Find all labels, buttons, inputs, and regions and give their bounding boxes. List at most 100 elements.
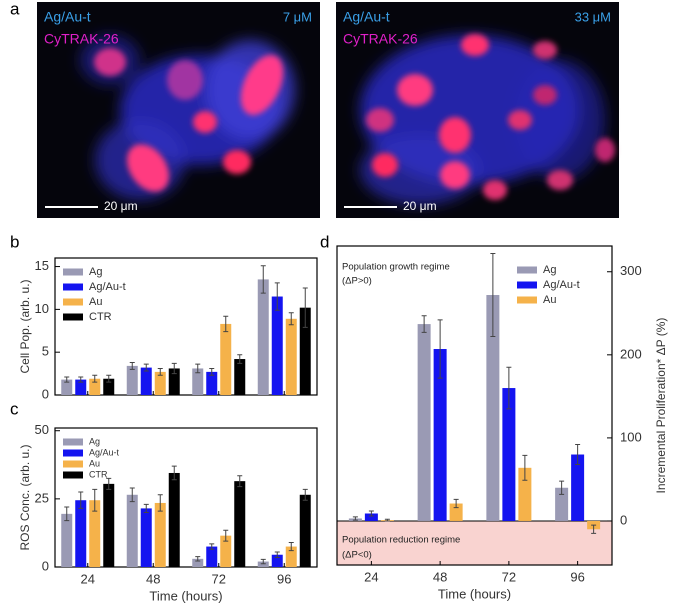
bar bbox=[154, 502, 166, 567]
scale-bar-label: 20 μm bbox=[104, 199, 138, 213]
y-tick-label: 10 bbox=[35, 301, 49, 316]
panel-letter: c bbox=[10, 399, 19, 418]
error-bar bbox=[64, 376, 70, 383]
y-tick-label: 50 bbox=[35, 422, 49, 437]
error-bar bbox=[237, 354, 243, 364]
bar bbox=[192, 368, 204, 395]
error-bar bbox=[129, 361, 135, 370]
legend-label: Ag/Au-t bbox=[89, 447, 120, 457]
error-bar bbox=[92, 374, 98, 383]
error-bar bbox=[352, 516, 358, 521]
legend-swatch bbox=[63, 449, 83, 457]
bar bbox=[126, 494, 138, 567]
plot-frame bbox=[54, 427, 318, 568]
error-bar bbox=[260, 265, 266, 294]
bar bbox=[299, 307, 311, 395]
legend-label: Ag bbox=[543, 264, 556, 276]
bar bbox=[140, 508, 152, 567]
error-bar bbox=[143, 503, 149, 513]
error-bar bbox=[384, 518, 390, 522]
y-axis-title: Incremental Proliferation* ΔP (%) bbox=[654, 318, 668, 494]
bar bbox=[220, 535, 232, 567]
error-bar bbox=[274, 551, 280, 558]
concentration: 33 μM bbox=[575, 9, 611, 24]
error-bar bbox=[195, 556, 201, 562]
x-axis-title: Time (hours) bbox=[438, 586, 511, 601]
annotation: Population reduction regime bbox=[342, 534, 460, 545]
x-tick-label: 48 bbox=[146, 571, 160, 586]
error-bar bbox=[575, 444, 581, 465]
bar bbox=[257, 561, 269, 567]
bar bbox=[61, 513, 73, 567]
bar bbox=[192, 558, 204, 567]
error-bar bbox=[274, 282, 280, 311]
error-bar bbox=[368, 510, 374, 517]
panel-letter: a bbox=[10, 0, 20, 18]
error-bar bbox=[288, 541, 294, 552]
error-bar bbox=[591, 524, 597, 534]
bar bbox=[220, 323, 232, 395]
error-bar bbox=[106, 374, 112, 383]
bar bbox=[285, 318, 297, 395]
bar bbox=[89, 500, 101, 567]
error-bar bbox=[171, 465, 177, 481]
bar bbox=[61, 379, 73, 395]
x-tick-label: 72 bbox=[212, 571, 226, 586]
error-bar bbox=[157, 367, 163, 376]
error-bar bbox=[129, 487, 135, 503]
bar bbox=[433, 349, 447, 521]
bar bbox=[206, 546, 218, 567]
legend-label: Ag bbox=[89, 266, 102, 278]
legend-label: CTR bbox=[89, 311, 112, 323]
y-tick-label: 300 bbox=[620, 263, 642, 278]
legend-swatch bbox=[63, 460, 83, 468]
y-tick-label: 0 bbox=[42, 386, 49, 401]
legend-label: Ag/Au-t bbox=[543, 279, 580, 291]
bar bbox=[234, 359, 246, 395]
annotation: (ΔP<0) bbox=[342, 549, 372, 560]
legend-swatch bbox=[517, 266, 537, 274]
error-bar bbox=[223, 315, 229, 333]
bar bbox=[299, 494, 311, 567]
negative-region bbox=[337, 520, 612, 565]
stain-label: CyTRAK-26 bbox=[44, 31, 119, 47]
legend-label: Ag bbox=[89, 436, 100, 446]
bar bbox=[571, 454, 585, 521]
scale-bar-label: 20 μm bbox=[403, 199, 437, 213]
legend-label: Au bbox=[543, 294, 556, 306]
bar bbox=[285, 546, 297, 567]
y-tick-label: 0 bbox=[620, 512, 627, 527]
error-bar bbox=[78, 376, 84, 383]
legend-label: CTR bbox=[89, 469, 108, 479]
error-bar bbox=[437, 319, 443, 379]
bar bbox=[206, 371, 218, 395]
bar bbox=[555, 487, 569, 521]
y-axis-title: ROS Conc. (arb. u.) bbox=[18, 444, 32, 550]
y-axis-title: Cell Pop. (arb. u.) bbox=[18, 279, 32, 373]
error-bar bbox=[143, 363, 149, 372]
x-tick-label: 24 bbox=[81, 571, 95, 586]
error-bar bbox=[506, 366, 512, 410]
annotation: Population growth regime bbox=[342, 262, 450, 273]
error-bar bbox=[195, 363, 201, 374]
legend-label: Au bbox=[89, 296, 102, 308]
error-bar bbox=[302, 488, 308, 501]
bar bbox=[140, 367, 152, 395]
error-bar bbox=[288, 312, 294, 326]
legend-swatch bbox=[63, 313, 83, 321]
x-tick-label: 96 bbox=[277, 571, 291, 586]
bar bbox=[502, 388, 516, 521]
y-tick-label: 0 bbox=[42, 558, 49, 573]
error-bar bbox=[237, 475, 243, 488]
concentration: 7 μM bbox=[283, 9, 312, 24]
error-bar bbox=[64, 506, 70, 522]
panel-letter: b bbox=[10, 232, 19, 251]
legend-swatch bbox=[517, 296, 537, 304]
bar bbox=[75, 500, 87, 567]
bar bbox=[271, 554, 283, 567]
error-bar bbox=[490, 252, 496, 338]
bar bbox=[126, 365, 138, 395]
y-tick-label: 25 bbox=[35, 490, 49, 505]
error-bar bbox=[209, 367, 215, 376]
